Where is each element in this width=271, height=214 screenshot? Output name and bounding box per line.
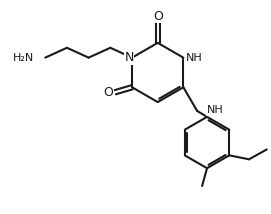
Text: H₂N: H₂N — [13, 53, 34, 63]
Text: NH: NH — [186, 53, 203, 63]
Text: NH: NH — [207, 105, 224, 115]
Text: N: N — [124, 51, 134, 64]
Text: O: O — [153, 10, 163, 23]
Text: O: O — [104, 86, 113, 99]
